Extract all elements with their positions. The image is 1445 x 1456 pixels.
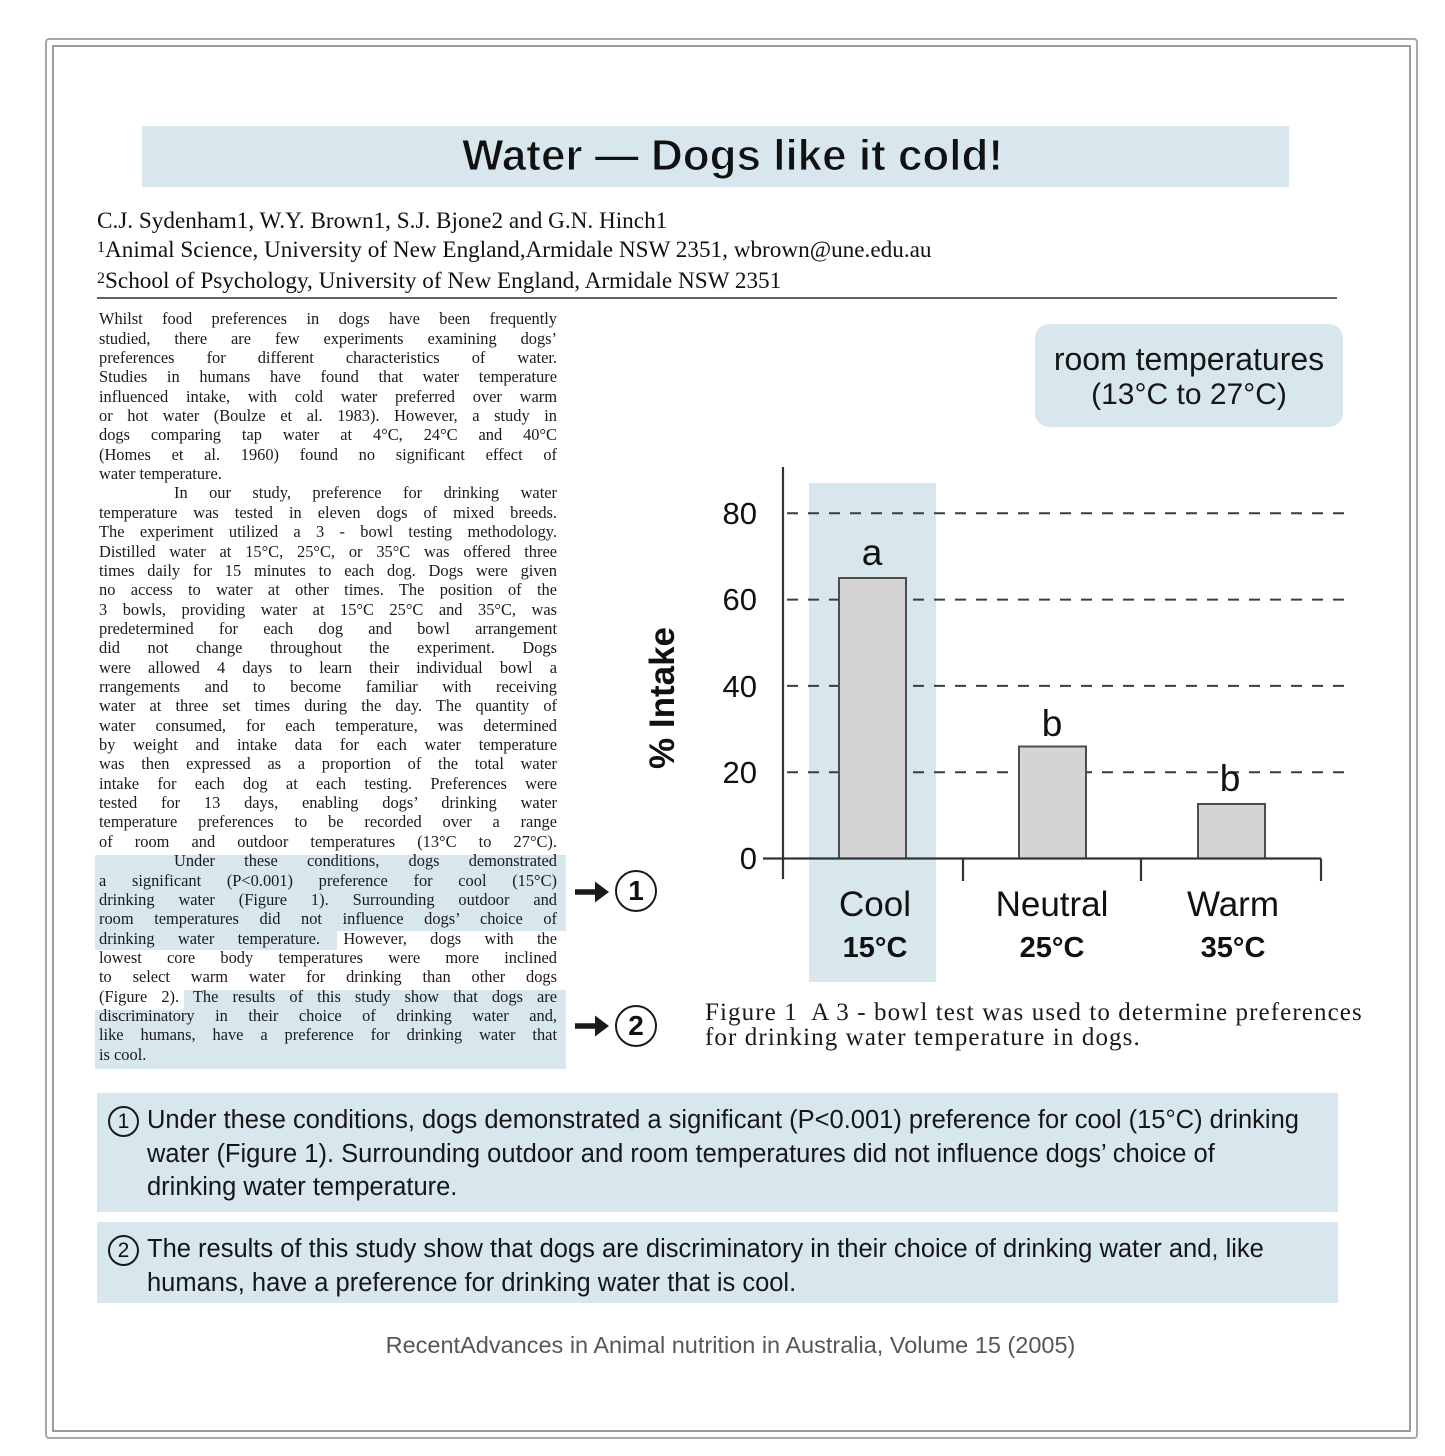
svg-text:40: 40 (723, 669, 757, 704)
svg-text:b: b (1042, 703, 1063, 744)
svg-text:15°C: 15°C (843, 932, 908, 964)
svg-text:20: 20 (723, 755, 757, 790)
svg-text:Neutral: Neutral (996, 885, 1109, 924)
svg-text:Warm: Warm (1187, 885, 1279, 924)
svg-text:0: 0 (740, 841, 757, 876)
svg-text:Cool: Cool (839, 885, 911, 924)
svg-text:80: 80 (723, 496, 757, 531)
svg-text:% Intake: % Intake (643, 627, 682, 769)
svg-text:25°C: 25°C (1020, 932, 1085, 964)
svg-text:35°C: 35°C (1201, 932, 1266, 964)
svg-text:60: 60 (723, 582, 757, 617)
svg-text:b: b (1220, 758, 1241, 799)
svg-text:a: a (862, 532, 883, 573)
